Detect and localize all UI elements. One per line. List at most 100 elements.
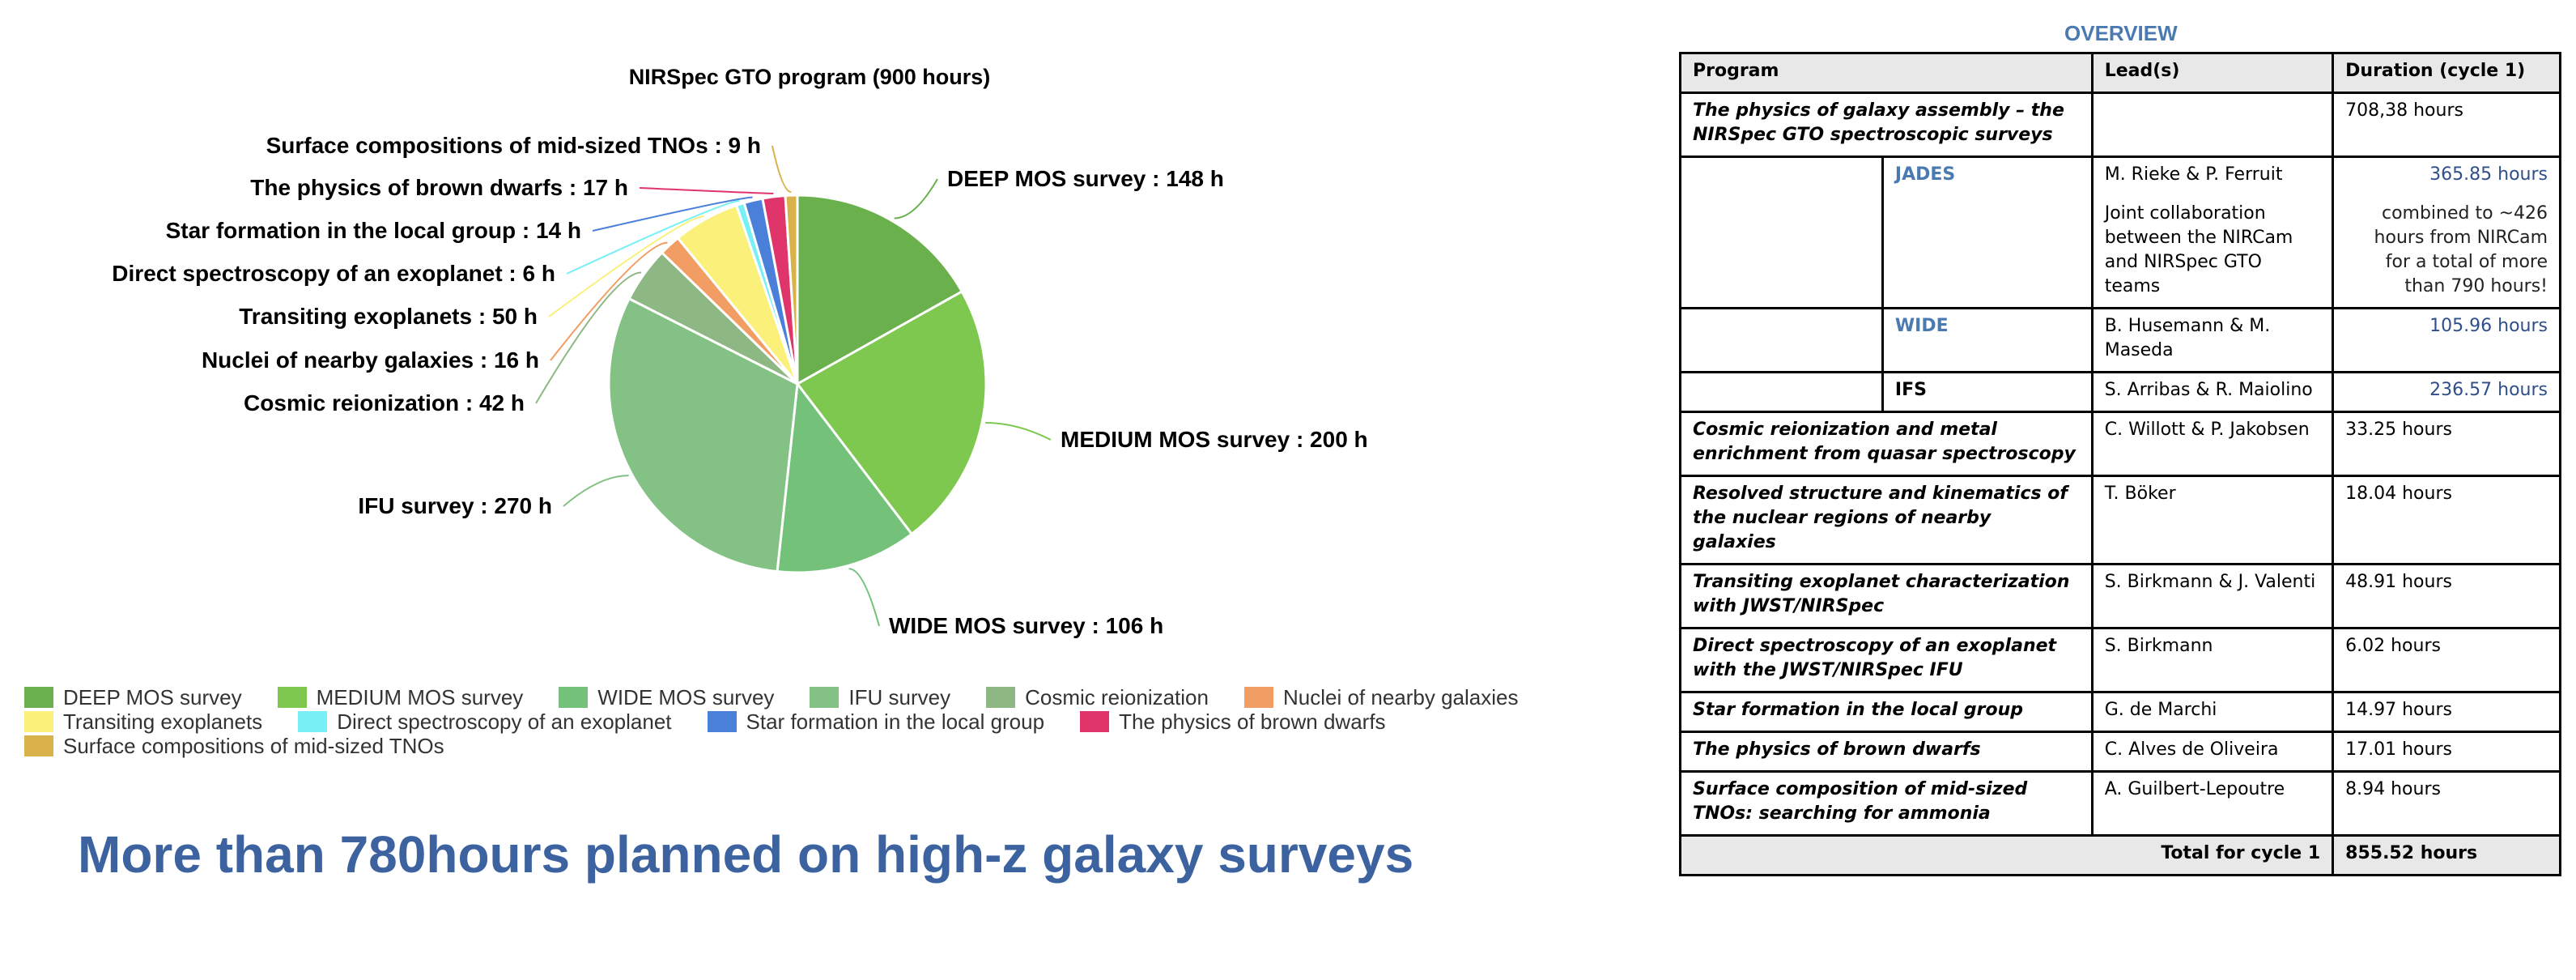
overview-table: Program Lead(s) Duration (cycle 1) The p… <box>1678 52 2561 876</box>
program-cell: The physics of galaxy assembly – the NIR… <box>1679 92 2094 158</box>
leader-line-transiting-exoplanets <box>548 215 704 317</box>
leader-line-star-formation-in-the-local-group <box>592 196 753 232</box>
program-cell: Resolved structure and kinematics of the… <box>1679 475 2094 565</box>
table-row: Surface composition of mid-sized TNOs: s… <box>1679 770 2561 837</box>
leader-line-the-physics-of-brown-dwarfs <box>639 187 774 194</box>
legend-item-direct-spectroscopy-of-an-exoplanet: Direct spectroscopy of an exoplanet <box>298 709 672 734</box>
duration-cell: 48.91 hours <box>2332 563 2561 629</box>
chart-legend: DEEP MOS survey MEDIUM MOS survey WIDE MOS… <box>24 685 1627 758</box>
callout-medium-mos-survey: MEDIUM MOS survey : 200 h <box>1061 427 1368 452</box>
duration-cell: 14.97 hours <box>2332 691 2561 733</box>
legend-item-medium-mos-survey: MEDIUM MOS survey <box>277 685 524 709</box>
legend-item-transiting-exoplanets: Transiting exoplanets <box>24 709 262 734</box>
header-leads: Lead(s) <box>2090 52 2335 94</box>
lead-cell: C. Willott & P. Jakobsen <box>2090 411 2335 477</box>
legend-item-surface-compositions-of-mid-sized-tnos: Surface compositions of mid-sized TNOs <box>24 734 444 758</box>
subprogram-cell: WIDE <box>1881 307 2094 373</box>
empty-cell <box>1679 156 1884 309</box>
duration-note: combined to ~426 hours from NIRCam for a… <box>2374 203 2548 296</box>
lead-cell: S. Birkmann & J. Valenti <box>2090 563 2335 629</box>
lead-cell: B. Husemann & M. Maseda <box>2090 307 2335 373</box>
pie-slice-wide-mos-survey <box>776 381 914 574</box>
leader-line-wide-mos-survey <box>848 568 880 627</box>
legend-item-wide-mos-survey: WIDE MOS survey <box>559 685 774 709</box>
table-row: Cosmic reionization and metal enrichment… <box>1679 411 2561 477</box>
empty-cell <box>1679 307 1884 373</box>
legend-item-the-physics-of-brown-dwarfs: The physics of brown dwarfs <box>1080 709 1386 734</box>
callout-wide-mos-survey: WIDE MOS survey : 106 h <box>889 613 1163 638</box>
legend-label: Cosmic reionization <box>1025 685 1209 709</box>
legend-swatch <box>277 687 307 708</box>
callout-direct-spectroscopy-of-an-exoplanet: Direct spectroscopy of an exoplanet : 6 … <box>112 261 555 286</box>
legend-label: MEDIUM MOS survey <box>316 685 524 709</box>
legend-label: Star formation in the local group <box>746 709 1045 734</box>
table-row: The physics of brown dwarfs C. Alves de … <box>1679 731 2561 773</box>
leader-line-nuclei-of-nearby-galaxies <box>550 241 668 361</box>
duration-cell: 33.25 hours <box>2332 411 2561 477</box>
table-row: JADES M. Rieke & P. Ferruit Joint collab… <box>1679 156 2561 309</box>
program-cell: Transiting exoplanet characterization wi… <box>1679 563 2094 629</box>
table-row: The physics of galaxy assembly – the NIR… <box>1679 92 2561 158</box>
table-row: Star formation in the local group G. de … <box>1679 691 2561 733</box>
callout-surface-compositions-of-mid-sized-tnos: Surface compositions of mid-sized TNOs :… <box>266 133 761 158</box>
table-header-row: Program Lead(s) Duration (cycle 1) <box>1679 52 2561 94</box>
leader-line-medium-mos-survey <box>985 422 1052 441</box>
callout-the-physics-of-brown-dwarfs: The physics of brown dwarfs : 17 h <box>250 175 628 200</box>
total-label: Total for cycle 1 <box>1678 834 2335 876</box>
header-duration: Duration (cycle 1) <box>2332 52 2561 94</box>
legend-item-ifu-survey: IFU survey <box>810 685 950 709</box>
legend-swatch <box>1243 687 1273 708</box>
legend-label: IFU survey <box>848 685 951 709</box>
legend-swatch <box>707 711 737 732</box>
legend-label: The physics of brown dwarfs <box>1119 709 1386 734</box>
legend-item-star-formation-in-the-local-group: Star formation in the local group <box>707 709 1045 734</box>
leader-line-cosmic-reionization <box>535 271 642 404</box>
callout-cosmic-reionization: Cosmic reionization : 42 h <box>244 390 525 415</box>
chart-title: NIRSpec GTO program (900 hours) <box>629 65 991 89</box>
pie-slices <box>607 194 988 574</box>
legend-label: Direct spectroscopy of an exoplanet <box>337 709 672 734</box>
legend-item-cosmic-reionization: Cosmic reionization <box>986 685 1209 709</box>
header-program: Program <box>1679 52 2094 94</box>
callout-transiting-exoplanets: Transiting exoplanets : 50 h <box>239 304 538 329</box>
overview-title: OVERVIEW <box>2064 21 2178 45</box>
program-cell: Cosmic reionization and metal enrichment… <box>1679 411 2094 477</box>
duration-cell: 17.01 hours <box>2332 731 2561 773</box>
total-value: 855.52 hours <box>2332 834 2561 876</box>
legend-swatch <box>559 687 589 708</box>
legend-label: DEEP MOS survey <box>63 685 242 709</box>
pie-leader-lines <box>535 145 1052 627</box>
headline: More than 780hours planned on high-z gal… <box>78 825 1414 884</box>
subprogram-cell: JADES <box>1881 156 2094 309</box>
legend-swatch <box>24 735 53 756</box>
lead-cell: S. Arribas & R. Maiolino <box>2090 371 2335 413</box>
duration-text: 365.85 hours <box>2429 164 2548 185</box>
subprogram-cell: IFS <box>1881 371 2094 413</box>
duration-cell: 708,38 hours <box>2332 92 2561 158</box>
empty-cell <box>1679 371 1884 413</box>
lead-cell: A. Guilbert-Lepoutre <box>2090 770 2335 837</box>
program-cell: Surface composition of mid-sized TNOs: s… <box>1679 770 2094 837</box>
legend-swatch <box>1080 711 1110 732</box>
leader-line-surface-compositions-of-mid-sized-tnos <box>772 145 792 194</box>
program-cell: Direct spectroscopy of an exoplanet with… <box>1679 627 2094 693</box>
program-cell: Star formation in the local group <box>1679 691 2094 733</box>
legend-label: WIDE MOS survey <box>597 685 775 709</box>
duration-cell: 6.02 hours <box>2332 627 2561 693</box>
table-row: WIDE B. Husemann & M. Maseda 105.96 hour… <box>1679 307 2561 373</box>
lead-cell <box>2090 92 2335 158</box>
legend-label: Nuclei of nearby galaxies <box>1282 685 1519 709</box>
callout-deep-mos-survey: DEEP MOS survey : 148 h <box>947 166 1224 191</box>
lead-cell: G. de Marchi <box>2090 691 2335 733</box>
lead-note: Joint collaboration between the NIRCam a… <box>2104 203 2293 296</box>
leader-line-deep-mos-survey <box>894 178 938 219</box>
table-row: Direct spectroscopy of an exoplanet with… <box>1679 627 2561 693</box>
table-row: Transiting exoplanet characterization wi… <box>1679 563 2561 629</box>
lead-text: M. Rieke & P. Ferruit <box>2104 164 2283 185</box>
total-row: Total for cycle 1 855.52 hours <box>1678 834 2561 876</box>
legend-swatch <box>986 687 1016 708</box>
duration-cell: 18.04 hours <box>2332 475 2561 565</box>
duration-cell: 365.85 hours combined to ~426 hours from… <box>2332 156 2561 309</box>
legend-swatch <box>24 711 53 732</box>
legend-label: Transiting exoplanets <box>63 709 263 734</box>
